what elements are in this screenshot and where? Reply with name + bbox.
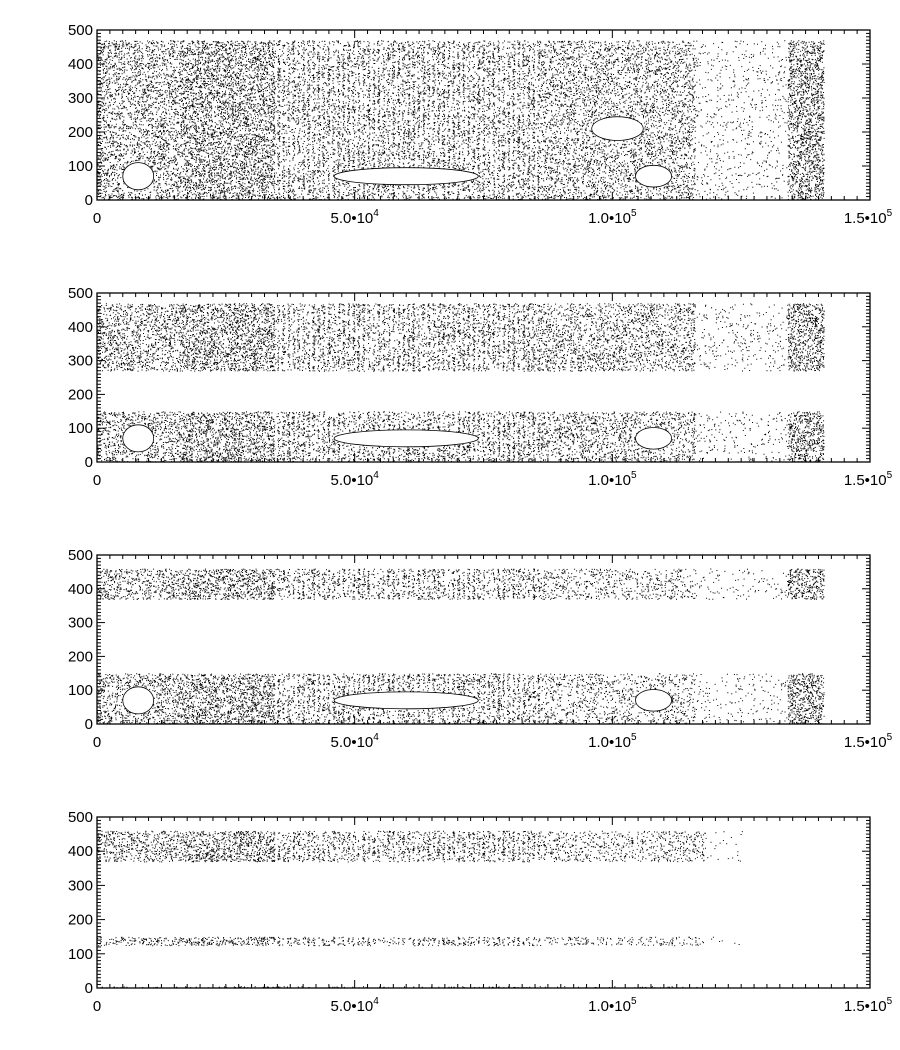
x-tick-label: 5.0•104 [330, 208, 379, 227]
x-tick-label: 0 [93, 210, 101, 227]
y-tick-label: 100 [68, 682, 93, 699]
x-tick-label: 5.0•104 [330, 732, 379, 751]
y-tick-label: 200 [68, 912, 93, 929]
y-tick-label: 0 [85, 454, 93, 471]
x-tick-label: 1.5•105 [844, 732, 893, 751]
y-tick-label: 100 [68, 420, 93, 437]
x-tick-label: 0 [93, 998, 101, 1015]
y-tick-label: 200 [68, 648, 93, 665]
y-tick-label: 300 [68, 877, 93, 894]
island-4 [591, 116, 644, 141]
tick-marks [96, 292, 871, 463]
y-tick-label: 300 [68, 90, 93, 107]
x-tick-label: 0 [93, 472, 101, 489]
panel-4: 0 5.0•104 1.0•105 1.5•105 0 100 200 300 400 500 [68, 809, 893, 1015]
scatter-points [97, 830, 743, 988]
y-tick-label: 300 [68, 353, 93, 370]
tick-marks [96, 29, 871, 201]
y-tick-label: 100 [68, 946, 93, 963]
y-tick-label: 500 [68, 547, 93, 564]
panel-3: 0 5.0•104 1.0•105 1.5•105 0 100 200 300 400 500 [68, 547, 893, 751]
y-tick-label: 0 [85, 980, 93, 997]
scatter-points [97, 303, 825, 462]
x-tick-label: 0 [93, 734, 101, 751]
y-tick-label: 400 [68, 56, 93, 73]
y-tick-label: 500 [68, 809, 93, 826]
scatter-points [97, 40, 825, 200]
y-tick-label: 400 [68, 843, 93, 860]
x-tick-label: 1.5•105 [844, 996, 893, 1015]
island-1 [333, 429, 479, 448]
point-cloud [97, 40, 825, 200]
island-3 [635, 427, 672, 450]
scatter-points [97, 568, 825, 724]
island-1 [333, 167, 479, 186]
x-tick-label: 1.0•105 [588, 996, 637, 1015]
y-tick-label: 300 [68, 615, 93, 632]
island-3 [635, 164, 672, 188]
x-tick-label: 1.0•105 [588, 732, 637, 751]
y-tick-label: 500 [68, 285, 93, 302]
tick-marks [96, 816, 871, 989]
island-3 [635, 689, 672, 712]
x-tick-label: 5.0•104 [330, 470, 379, 489]
y-tick-label: 200 [68, 386, 93, 403]
y-tick-label: 500 [68, 22, 93, 39]
y-tick-label: 400 [68, 581, 93, 598]
x-tick-label: 1.0•105 [588, 470, 637, 489]
point-cloud [97, 830, 743, 988]
y-tick-label: 0 [85, 192, 93, 209]
y-tick-label: 200 [68, 124, 93, 141]
panel-1: 0 5.0•104 1.0•105 1.5•105 0 100 200 300 400 500 [68, 22, 893, 227]
island-1 [333, 691, 479, 710]
panel-2: 0 5.0•104 1.0•105 1.5•105 0 100 200 300 400 500 [68, 285, 893, 489]
tick-marks [96, 554, 871, 725]
x-tick-label: 1.5•105 [844, 470, 893, 489]
y-tick-label: 400 [68, 319, 93, 336]
x-tick-label: 5.0•104 [330, 996, 379, 1015]
island-2 [122, 424, 155, 453]
y-tick-label: 0 [85, 716, 93, 733]
x-tick-label: 1.0•105 [588, 208, 637, 227]
point-cloud [97, 568, 825, 724]
island-2 [122, 686, 155, 715]
island-2 [122, 162, 155, 191]
y-tick-label: 100 [68, 158, 93, 175]
x-tick-label: 1.5•105 [844, 208, 893, 227]
